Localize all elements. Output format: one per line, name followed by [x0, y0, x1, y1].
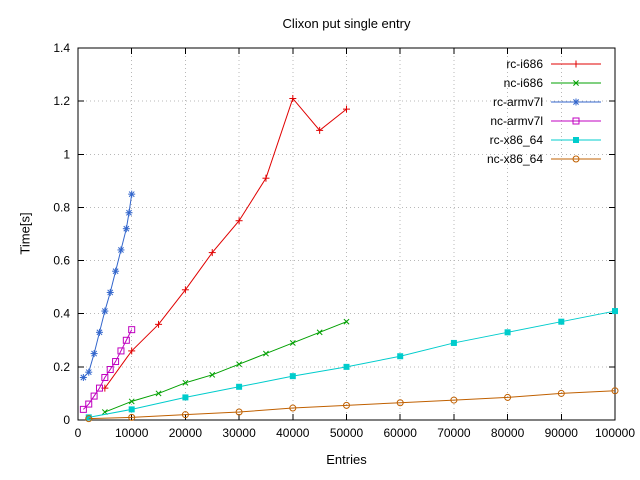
x-tick-label: 10000: [115, 426, 149, 440]
y-tick-label: 0.6: [53, 254, 70, 268]
x-tick-label: 20000: [169, 426, 203, 440]
legend-label: rc-armv7l: [493, 95, 543, 109]
x-tick-label: 30000: [222, 426, 256, 440]
y-tick-label: 1.4: [53, 41, 70, 55]
y-tick-label: 0.4: [53, 307, 70, 321]
x-tick-label: 80000: [491, 426, 525, 440]
x-tick-label: 60000: [384, 426, 418, 440]
x-tick-label: 70000: [437, 426, 471, 440]
axes: [77, 47, 616, 421]
legend-label: nc-i686: [504, 76, 544, 90]
legend-label: rc-x86_64: [490, 133, 544, 147]
x-axis-label: Entries: [326, 452, 367, 467]
series-rc-armv7l: [79, 190, 136, 381]
x-tick-label: 100000: [595, 426, 635, 440]
x-tick-label: 50000: [330, 426, 364, 440]
y-tick-label: 0: [63, 413, 70, 427]
chart-title: Clixon put single entry: [282, 16, 411, 31]
x-tick-label: 40000: [276, 426, 310, 440]
series-nc-x86_64: [85, 387, 619, 423]
legend: rc-i686 nc-i686 rc-armv7l nc-armv7l rc-x86_6…: [487, 57, 601, 166]
y-axis-label: Time[s]: [17, 212, 33, 255]
legend-label: nc-armv7l: [490, 114, 543, 128]
series-rc-x86_64: [85, 308, 618, 421]
y-tick-label: 0.2: [53, 360, 70, 374]
x-tick-label: 90000: [545, 426, 579, 440]
tick-labels: 0 10000 20000 30000 40000 50000 60000 70000 8000…: [53, 41, 635, 440]
x-tick-label: 0: [75, 426, 82, 440]
y-tick-label: 0.8: [53, 200, 70, 214]
legend-label: rc-i686: [506, 57, 543, 71]
series-nc-i686: [101, 318, 350, 415]
series-nc-armv7l: [79, 326, 136, 413]
y-tick-label: 1: [63, 147, 70, 161]
legend-label: nc-x86_64: [487, 152, 543, 166]
y-tick-label: 1.2: [53, 94, 70, 108]
series-rc-i686: [101, 94, 350, 392]
